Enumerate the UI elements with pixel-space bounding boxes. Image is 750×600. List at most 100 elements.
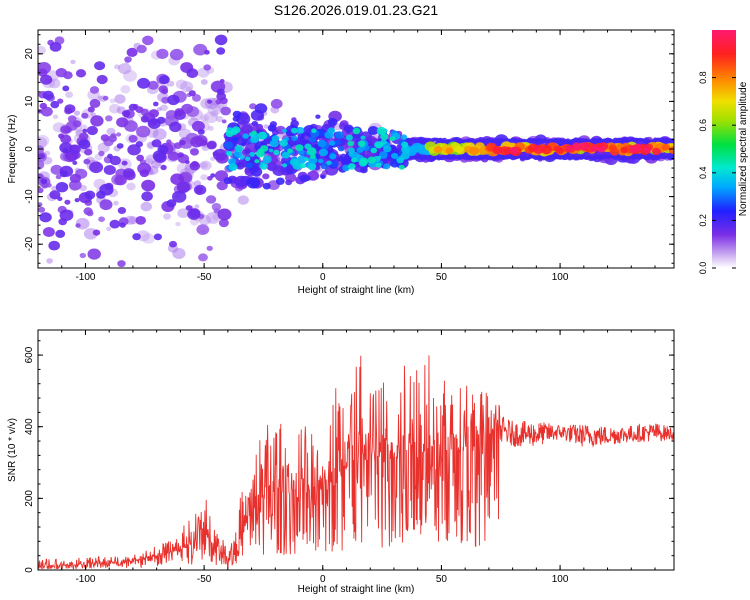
heatmap-cell — [204, 49, 210, 55]
heatmap-cell — [374, 141, 384, 149]
heatmap-cell — [74, 198, 80, 203]
heatmap-cell — [188, 90, 196, 97]
heatmap-cell — [553, 145, 562, 152]
heatmap-cell — [642, 146, 651, 154]
heatmap-cell — [206, 195, 217, 204]
heatmap-cell — [297, 155, 307, 164]
heatmap-cell — [352, 127, 361, 135]
heatmap-cell — [165, 110, 178, 120]
heatmap-cell — [126, 182, 136, 191]
heatmap-cell — [282, 151, 290, 159]
heatmap-cell — [260, 145, 269, 152]
heatmap-cell — [135, 216, 146, 225]
heatmap-cell — [231, 126, 241, 134]
heatmap-cell — [39, 102, 47, 109]
heatmap-cell — [540, 145, 552, 155]
heatmap-cell — [57, 98, 64, 104]
heatmap-cell — [163, 213, 171, 220]
heatmap-cell — [579, 142, 590, 151]
heatmap-cell — [198, 253, 208, 262]
heatmap-cell — [263, 124, 269, 129]
heatmap-cell — [268, 148, 274, 153]
heatmap-cell — [170, 173, 185, 185]
heatmap-cell — [454, 145, 464, 154]
heatmap-cell — [661, 143, 671, 151]
heatmap-cell — [142, 35, 154, 46]
heatmap-cell — [105, 115, 113, 122]
heatmap-cell — [317, 139, 327, 148]
heatmap-cell — [67, 115, 77, 123]
heatmap-cell — [359, 157, 369, 165]
heatmap-cell — [210, 110, 219, 118]
heatmap-cell — [216, 88, 225, 96]
heatmap-cell — [84, 190, 96, 200]
spectrogram-y-axis-label: Frequency (Hz) — [7, 115, 18, 184]
heatmap-cell — [64, 199, 71, 205]
heatmap-cell — [282, 128, 287, 133]
colorbar-gradient — [712, 30, 736, 268]
heatmap-cell — [668, 146, 674, 154]
heatmap-cell — [200, 79, 208, 85]
heatmap-cell — [367, 156, 376, 164]
heatmap-cell — [246, 162, 254, 169]
heatmap-cell — [55, 174, 62, 180]
heatmap-cell — [127, 144, 141, 156]
heatmap-cell — [297, 132, 306, 139]
heatmap-cell — [128, 135, 138, 143]
heatmap-cell — [308, 136, 317, 143]
heatmap-cell — [89, 86, 100, 94]
heatmap-cell — [330, 160, 339, 168]
snr-series-line — [38, 355, 674, 570]
heatmap-cell — [177, 152, 184, 158]
colorbar-label: Normalized spectral amplitude — [738, 81, 749, 216]
heatmap-cell — [262, 173, 270, 180]
heatmap-cell — [122, 168, 135, 179]
heatmap-cell — [120, 85, 131, 94]
heatmap-cell — [191, 120, 205, 132]
heatmap-cell — [370, 147, 378, 154]
heatmap-cell — [90, 115, 104, 127]
spectrogram-x-axis-label: Height of straight line (km) — [298, 285, 415, 296]
heatmap-cell — [69, 173, 81, 183]
heatmap-cell — [262, 182, 271, 190]
x-tick-label: 100 — [552, 574, 569, 585]
heatmap-cell — [128, 103, 138, 111]
heatmap-cell — [65, 91, 74, 98]
heatmap-cell — [620, 146, 628, 154]
heatmap-cell — [38, 173, 44, 180]
heatmap-cell — [219, 79, 225, 83]
heatmap-cell — [175, 221, 181, 227]
colorbar-tick-label: 0.0 — [698, 262, 708, 275]
heatmap-cell — [81, 112, 89, 119]
snr-y-axis-label: SNR (10 * v/v) — [7, 418, 18, 482]
heatmap-cell — [156, 116, 166, 124]
heatmap-cell — [135, 106, 144, 113]
heatmap-cell — [100, 134, 110, 142]
heatmap-cell — [228, 163, 238, 171]
heatmap-cell — [161, 88, 169, 95]
y-tick-label: 400 — [24, 418, 35, 435]
heatmap-cell — [329, 153, 337, 160]
heatmap-cell — [177, 208, 190, 219]
heatmap-cell — [401, 146, 411, 154]
heatmap-cell — [317, 158, 324, 164]
heatmap-cell — [179, 139, 186, 146]
heatmap-cell — [62, 85, 70, 92]
heatmap-cell — [189, 161, 201, 171]
heatmap-cell — [55, 182, 69, 193]
heatmap-cell — [266, 161, 278, 171]
heatmap-cell — [590, 145, 598, 152]
heatmap-cell — [348, 147, 355, 154]
heatmap-cell — [113, 200, 119, 206]
heatmap-cell — [114, 94, 126, 104]
heatmap-cell — [122, 110, 131, 118]
heatmap-cell — [290, 127, 298, 134]
snr-y-ticks: 0 200 400 600 — [24, 340, 674, 573]
heatmap-cell — [299, 162, 306, 169]
heatmap-cell — [257, 131, 268, 140]
heatmap-cell — [109, 98, 116, 104]
heatmap-cell — [216, 47, 226, 55]
heatmap-cell — [140, 201, 152, 212]
